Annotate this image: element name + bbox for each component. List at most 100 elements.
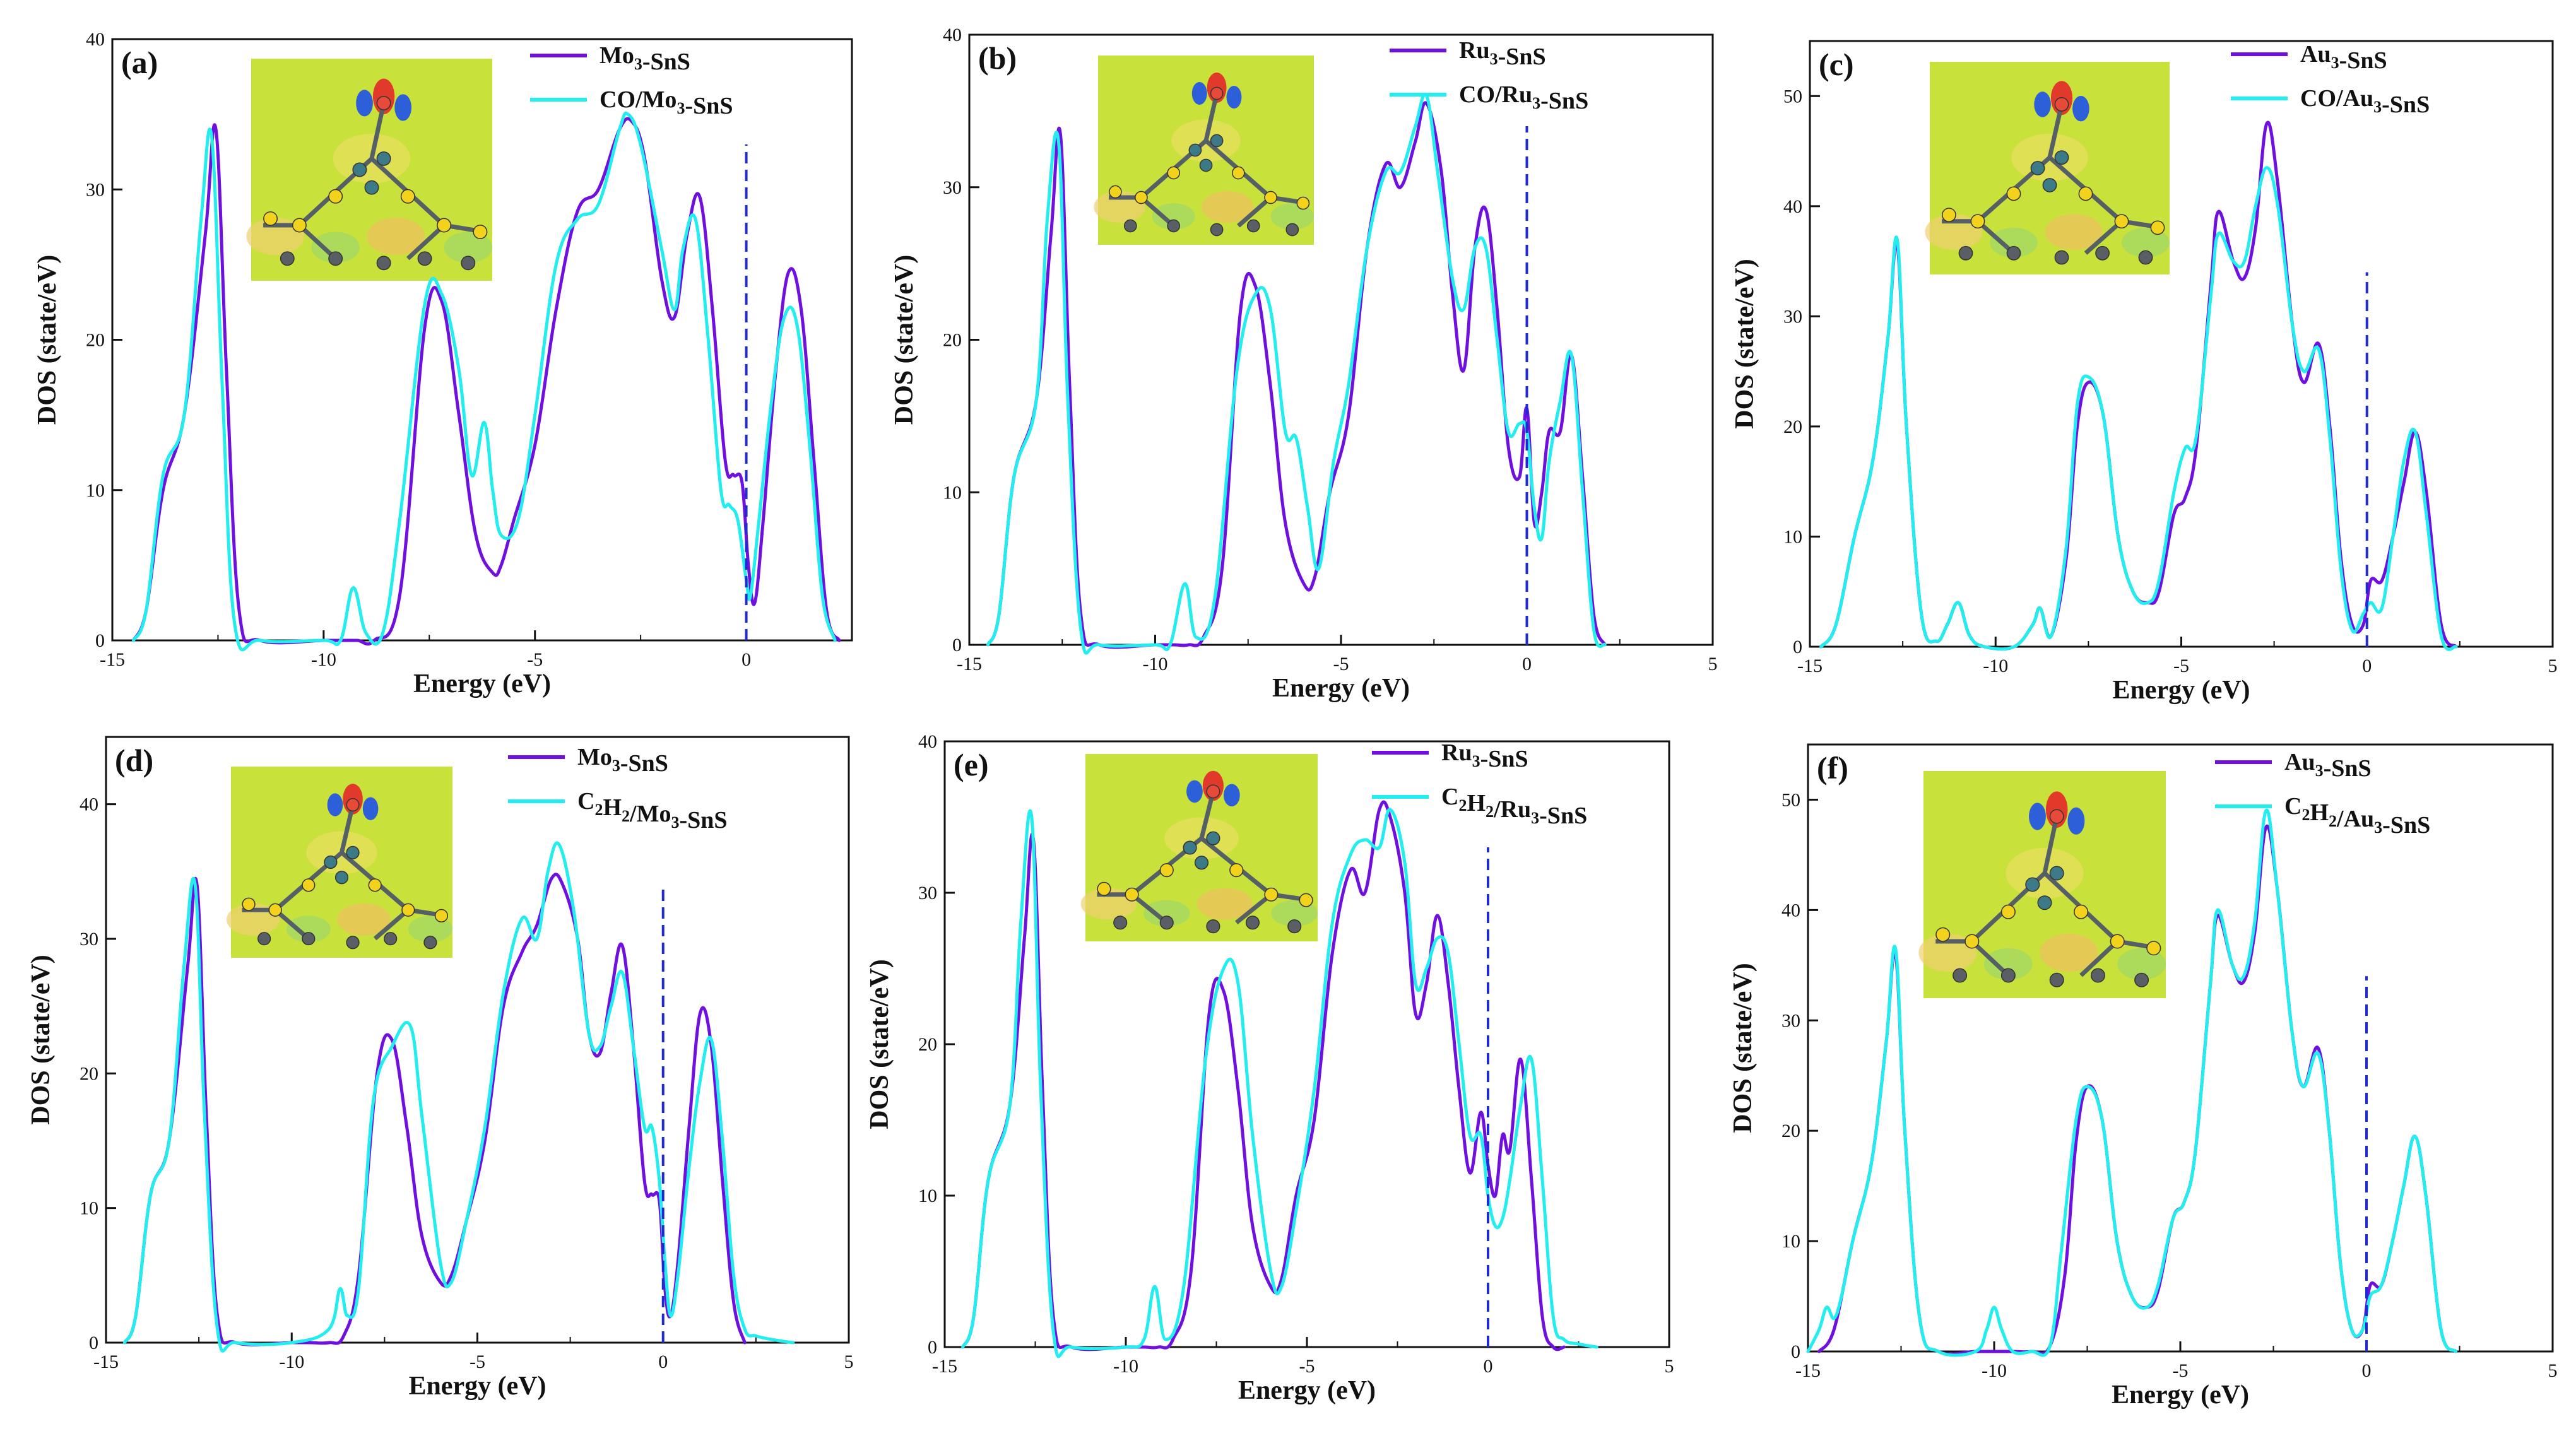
legend-entry: C2H2/Au3-SnS xyxy=(2284,793,2430,839)
inset-atom xyxy=(1287,919,1302,934)
inset-atom xyxy=(1229,863,1244,878)
x-tick-label: 0 xyxy=(741,649,751,670)
inset-contour xyxy=(1143,900,1190,927)
inset-atom xyxy=(346,845,360,859)
legend-entry: C2H2/Ru3-SnS xyxy=(1441,784,1587,829)
inset-bond xyxy=(2079,939,2119,977)
inset-atom xyxy=(2114,214,2129,229)
inset-bond xyxy=(1976,220,2016,255)
inset-atom xyxy=(1935,927,1951,942)
legend-entry: C2H2/Mo3-SnS xyxy=(577,788,728,833)
inset-atom xyxy=(1125,887,1139,902)
legend-entry: CO/Mo3-SnS xyxy=(600,86,733,119)
inset-bond xyxy=(307,851,343,883)
y-tick-label: 40 xyxy=(918,731,937,752)
inset-charge-density-c xyxy=(1925,62,2170,274)
x-tick-label: -10 xyxy=(279,1351,304,1372)
inset-atom xyxy=(2054,97,2069,112)
inset-atom xyxy=(1183,840,1197,855)
panel-letter: (b) xyxy=(978,40,1017,76)
inset-atom xyxy=(1210,134,1224,148)
y-tick-label: 40 xyxy=(1781,900,1800,921)
y-tick-label: 50 xyxy=(1781,789,1800,810)
inset-atom xyxy=(461,256,476,271)
inset-bond xyxy=(2047,103,2064,158)
panel-a: -15 -10 -5 0 0 10 20 30 40 Energy (eV) DOS (state/… xyxy=(33,29,853,698)
y-tick-label: 0 xyxy=(952,635,962,656)
inset-atom xyxy=(1206,831,1220,845)
x-tick-label: -5 xyxy=(2173,656,2189,676)
inset-contour xyxy=(1202,191,1254,223)
x-axis-title: Energy (eV) xyxy=(1238,1376,1376,1405)
inset-bond xyxy=(340,804,355,854)
y-tick-label: 10 xyxy=(1783,526,1802,547)
inset-atom xyxy=(417,251,432,266)
y-axis-title: DOS (state/eV) xyxy=(865,959,894,1129)
inset-atom xyxy=(1135,191,1148,204)
y-tick-label: 30 xyxy=(86,179,105,200)
inset-atom xyxy=(1167,166,1181,180)
inset-atom xyxy=(1206,919,1220,934)
inset-atom xyxy=(1953,968,1968,983)
inset-charge-density-d xyxy=(226,767,453,958)
x-tick-label: -10 xyxy=(1983,656,2008,676)
y-tick-label: 10 xyxy=(943,482,962,503)
y-axis-title: DOS (state/eV) xyxy=(1728,963,1758,1133)
inset-charge-density-e xyxy=(1080,754,1318,941)
panel-d: -15 -10 -5 0 5 0 10 20 30 40 Energy (eV) DOS (state… xyxy=(27,736,854,1401)
inset-contour xyxy=(311,232,360,263)
inset-lobe-blue xyxy=(327,793,343,816)
series-line-pristine xyxy=(132,117,841,646)
inset-bond xyxy=(340,851,377,883)
x-tick-label: -10 xyxy=(1982,1360,2007,1381)
inset-atom xyxy=(2074,904,2089,919)
inset-atom xyxy=(473,225,488,240)
legend-entry: Ru3-SnS xyxy=(1459,37,1546,70)
y-axis-title: DOS (state/eV) xyxy=(890,255,919,425)
inset-atom xyxy=(1264,887,1279,902)
inset-atom xyxy=(2054,250,2069,265)
x-tick-label: -15 xyxy=(93,1351,119,1372)
legend-entry: Ru3-SnS xyxy=(1441,739,1528,772)
series-line-adsorbed xyxy=(961,808,1598,1358)
x-tick-label: 5 xyxy=(2548,656,2558,676)
x-tick-label: 0 xyxy=(658,1351,668,1372)
inset-atom xyxy=(346,798,360,812)
inset-atom xyxy=(1210,86,1224,100)
x-tick-label: 0 xyxy=(1484,1356,1493,1377)
inset-atom xyxy=(1159,863,1174,878)
inset-atom xyxy=(401,903,415,917)
inset-atom xyxy=(2006,186,2021,201)
inset-atom xyxy=(334,871,349,885)
inset-bond xyxy=(1165,836,1203,868)
inset-contour xyxy=(286,915,331,943)
x-axis-title: Energy (eV) xyxy=(2112,676,2250,705)
inset-bond xyxy=(369,102,386,160)
inset-bond xyxy=(1199,791,1215,839)
x-tick-label: 5 xyxy=(2548,1360,2558,1381)
legend-entry: CO/Ru3-SnS xyxy=(1459,81,1588,114)
inset-bond xyxy=(1200,836,1238,868)
inset-atom xyxy=(376,151,391,166)
y-axis-title: DOS (state/eV) xyxy=(33,255,62,425)
x-tick-label: 5 xyxy=(1708,654,1718,674)
inset-atom xyxy=(2138,250,2153,265)
y-tick-label: 30 xyxy=(1781,1010,1800,1031)
inset-lobe-blue xyxy=(394,94,412,121)
legend-entry: Mo3-SnS xyxy=(577,744,668,777)
inset-atom xyxy=(2006,245,2021,261)
x-tick-label: -5 xyxy=(1333,654,1349,674)
y-tick-label: 40 xyxy=(80,794,98,815)
inset-atom xyxy=(2042,178,2057,192)
inset-contour xyxy=(367,218,425,256)
legend-entry: CO/Au3-SnS xyxy=(2300,85,2430,118)
inset-atom xyxy=(2150,220,2165,235)
y-tick-label: 20 xyxy=(918,1034,937,1055)
inset-atom xyxy=(2054,150,2069,165)
x-tick-label: -15 xyxy=(957,654,982,674)
inset-contour xyxy=(337,903,391,936)
inset-atom xyxy=(1942,208,1956,223)
x-tick-label: -10 xyxy=(311,649,336,670)
y-tick-label: 0 xyxy=(1793,637,1802,657)
y-tick-label: 0 xyxy=(95,630,105,651)
